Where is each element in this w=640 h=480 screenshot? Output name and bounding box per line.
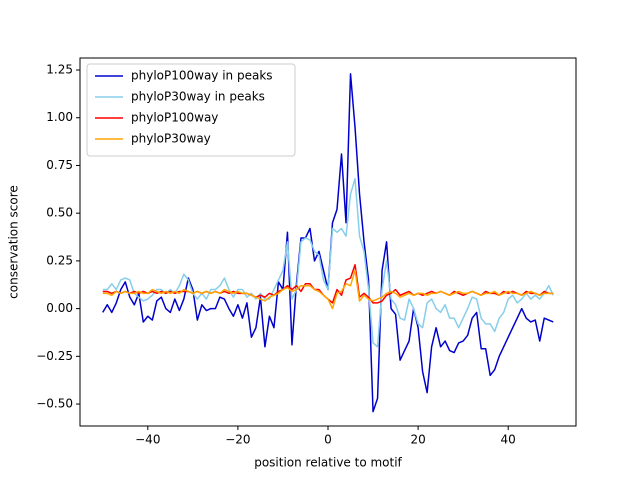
legend-box (86, 63, 296, 157)
x-axis-label: position relative to motif (254, 456, 402, 470)
x-tick-label: 0 (324, 433, 332, 447)
legend: phyloP100way in peaks phyloP30way in peak… (86, 63, 296, 157)
y-tick-label: 0.00 (46, 301, 73, 315)
x-tick-label: 40 (501, 433, 516, 447)
y-tick-label: 1.00 (46, 110, 73, 124)
y-tick-label: 0.75 (46, 158, 73, 172)
legend-label: phyloP30way (131, 132, 211, 146)
y-tick-label: 0.50 (46, 206, 73, 220)
y-tick-label: −0.25 (36, 349, 73, 363)
x-tick-label: 20 (410, 433, 425, 447)
y-tick-label: −0.50 (36, 397, 73, 411)
series-line (102, 269, 554, 310)
y-tick-label: 1.25 (46, 63, 73, 77)
legend-label: phyloP30way in peaks (131, 90, 265, 104)
plot-frame (79, 57, 577, 427)
x-tick-label: −40 (135, 433, 160, 447)
legend-label: phyloP100way (131, 111, 218, 125)
legend-label: phyloP100way in peaks (131, 69, 273, 83)
y-axis-label: conservation score (7, 185, 21, 299)
y-tick-label: 0.25 (46, 253, 73, 267)
series-line (102, 178, 554, 348)
x-tick-label: −20 (225, 433, 250, 447)
